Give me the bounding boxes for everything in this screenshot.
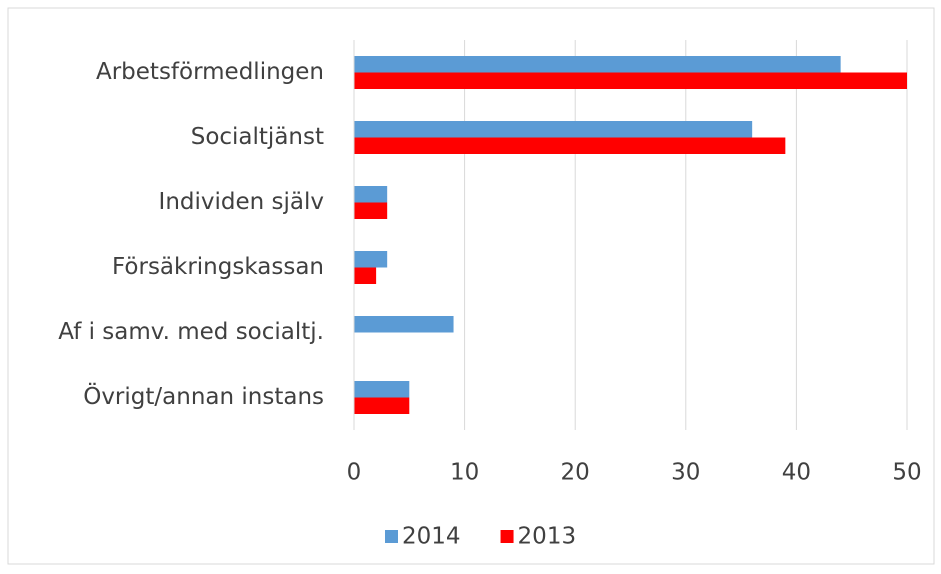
- bar: [354, 56, 841, 73]
- legend-label: 2014: [402, 524, 461, 550]
- bar: [354, 121, 753, 138]
- x-tick-label: 20: [561, 460, 590, 486]
- bar: [354, 316, 454, 333]
- y-tick-label: Övrigt/annan instans: [83, 382, 324, 410]
- y-tick-label: Arbetsförmedlingen: [96, 59, 324, 85]
- x-tick-label: 40: [782, 460, 811, 486]
- legend-swatch: [500, 530, 514, 543]
- bar: [354, 381, 410, 398]
- legend-swatch: [385, 530, 398, 543]
- bar: [354, 202, 388, 219]
- x-tick-label: 50: [892, 460, 921, 486]
- y-tick-label: Af i samv. med socialtj.: [58, 319, 324, 345]
- x-tick-label: 30: [671, 460, 700, 486]
- y-tick-label: Socialtjänst: [191, 124, 324, 150]
- bar: [354, 137, 786, 154]
- y-tick-label: Individen själv: [159, 189, 324, 215]
- bar: [354, 251, 388, 268]
- x-tick-label: 10: [450, 460, 479, 486]
- legend-label: 2013: [518, 524, 577, 550]
- bar: [354, 267, 377, 284]
- chart-border: [7, 7, 935, 565]
- bar: [354, 397, 410, 414]
- y-tick-label: Försäkringskassan: [112, 254, 324, 280]
- x-tick-label: 0: [347, 460, 362, 486]
- bar: [354, 72, 907, 89]
- bar: [354, 186, 388, 203]
